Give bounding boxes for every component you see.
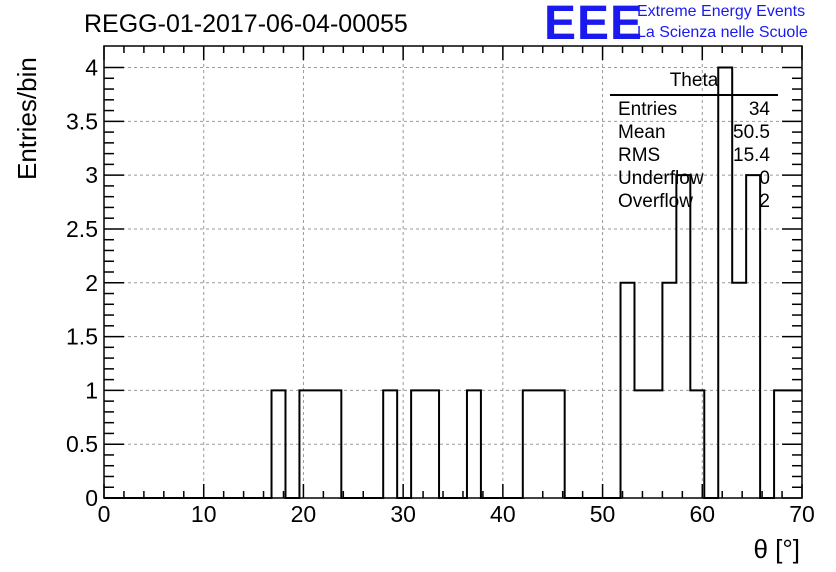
stats-label: Overflow: [618, 191, 693, 212]
stats-label: Underflow: [618, 168, 704, 189]
eee-logo: EEE: [544, 0, 644, 50]
stats-value: 34: [748, 99, 770, 120]
y-tick-label: 4: [85, 55, 98, 81]
histogram-bin: [383, 390, 397, 498]
y-tick-label: 2: [85, 270, 98, 296]
y-tick-label: 3.5: [66, 108, 98, 134]
x-tick-label: 40: [490, 501, 516, 527]
stats-row-rms: RMS 15.4: [610, 144, 778, 167]
histogram-bin: [299, 390, 313, 498]
stats-value: 15.4: [733, 145, 770, 166]
x-tick-label: 60: [689, 501, 715, 527]
stats-divider: [610, 94, 778, 96]
histogram-outline: [104, 66, 802, 499]
stats-value: 50.5: [733, 122, 770, 143]
y-tick-label: 3: [85, 162, 98, 188]
x-tick-label: 30: [390, 501, 416, 527]
y-axis-label: Entries/bin: [12, 57, 42, 180]
y-tick-label: 0.5: [66, 431, 98, 457]
axis-ticks: [103, 46, 803, 499]
stats-label: Entries: [618, 99, 678, 120]
stats-row-overflow: Overflow 2: [610, 190, 778, 213]
stats-label: Mean: [618, 122, 666, 143]
grid-lines: [104, 46, 802, 498]
logo-line-1: Extreme Energy Events: [637, 3, 806, 20]
stats-title: Theta: [669, 70, 719, 91]
x-tick-label: 20: [291, 501, 317, 527]
x-tick-label: 50: [590, 501, 616, 527]
stats-row-underflow: Underflow 0: [610, 167, 778, 190]
x-axis-label: θ [°]: [753, 534, 800, 564]
y-tick-label: 0: [85, 485, 98, 511]
stats-value: 2: [759, 191, 770, 212]
chart-title: REGG-01-2017-06-04-00055: [84, 10, 408, 38]
stats-label: RMS: [618, 145, 661, 166]
logo-line-2: La Scienza nelle Scuole: [637, 24, 808, 41]
x-tick-label: 70: [789, 501, 815, 527]
stats-row-entries: Entries 34: [610, 98, 778, 121]
stats-row-mean: Mean 50.5: [610, 121, 778, 144]
y-tick-label: 1: [85, 377, 98, 403]
stats-value: 0: [759, 168, 770, 189]
histogram-bars: [104, 66, 802, 499]
stats-box: Theta Entries 34 Mean 50.5 RMS 15.4 Unde…: [610, 70, 778, 213]
y-tick-label: 2.5: [66, 216, 98, 242]
y-tick-label: 1.5: [66, 324, 98, 350]
x-tick-label: 0: [98, 501, 111, 527]
x-tick-label: 10: [191, 501, 217, 527]
